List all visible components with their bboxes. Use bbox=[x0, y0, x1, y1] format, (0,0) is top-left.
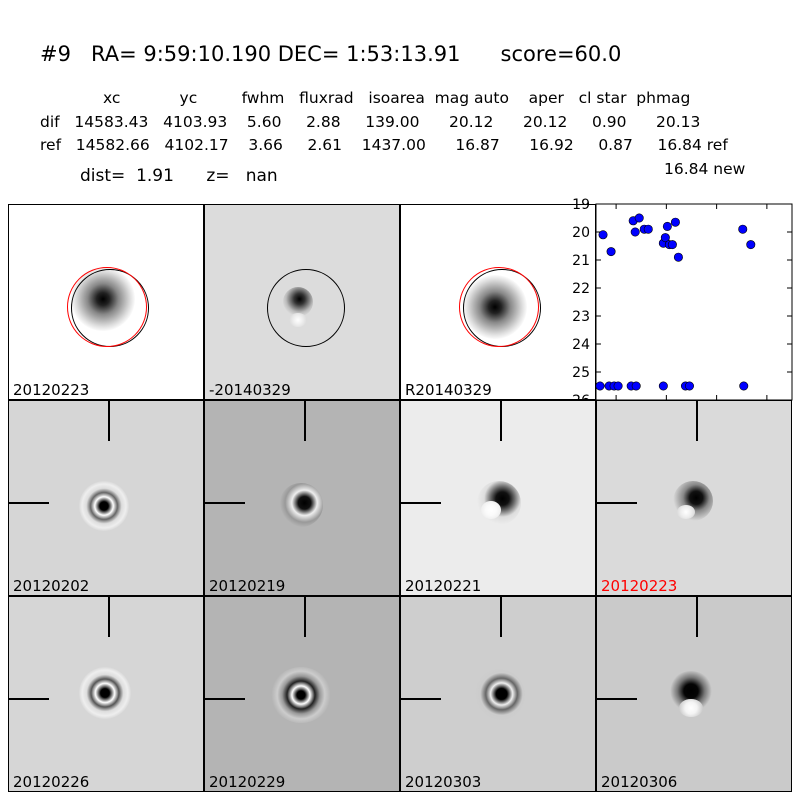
dif-row: dif 14583.43 4103.93 5.60 2.88 139.00 20… bbox=[40, 113, 701, 131]
panel-label: 20120219 bbox=[209, 577, 286, 595]
data-point bbox=[630, 227, 640, 237]
crosshair-horizontal bbox=[401, 698, 441, 700]
y-tick-label: 25 bbox=[572, 365, 590, 381]
panel-mid-1[interactable]: 20120202 bbox=[8, 400, 204, 596]
crosshair-vertical bbox=[500, 401, 502, 441]
residual-blob bbox=[677, 505, 695, 519]
ring-blob bbox=[79, 481, 129, 531]
ring-blob bbox=[271, 667, 331, 723]
data-point bbox=[738, 224, 748, 234]
panel-top-3[interactable]: R20140329 bbox=[400, 204, 596, 400]
dif-circle bbox=[67, 267, 147, 347]
panel-label: 20120226 bbox=[13, 773, 90, 791]
data-point bbox=[667, 240, 677, 250]
data-point bbox=[634, 213, 644, 223]
crosshair-vertical bbox=[108, 401, 110, 441]
y-tick-label: 24 bbox=[572, 337, 590, 353]
crosshair-vertical bbox=[696, 401, 698, 441]
data-point bbox=[631, 381, 641, 391]
data-point bbox=[746, 240, 756, 250]
data-point bbox=[595, 381, 605, 391]
y-tick-label: 19 bbox=[572, 197, 590, 213]
crosshair-horizontal bbox=[401, 502, 441, 504]
panel-bot-3[interactable]: 20120303 bbox=[400, 596, 596, 792]
data-point bbox=[662, 221, 672, 231]
crosshair-horizontal bbox=[597, 698, 637, 700]
ring-blob bbox=[473, 669, 525, 721]
panel-mid-3[interactable]: 20120221 bbox=[400, 400, 596, 596]
plot-frame bbox=[595, 203, 793, 401]
data-point bbox=[598, 230, 608, 240]
panel-top-1[interactable]: 20120223 bbox=[8, 204, 204, 400]
crosshair-horizontal bbox=[205, 698, 245, 700]
panel-mid-4[interactable]: 20120223 bbox=[596, 400, 792, 596]
panel-label: 20120223 bbox=[13, 381, 90, 399]
y-tick-label: 22 bbox=[572, 281, 590, 297]
data-point bbox=[643, 224, 653, 234]
ref-row: ref 14582.66 4102.17 3.66 2.61 1437.00 1… bbox=[40, 136, 728, 154]
crosshair-vertical bbox=[500, 597, 502, 637]
panel-label: -20140329 bbox=[209, 381, 291, 399]
panel-top-2[interactable]: -20140329 bbox=[204, 204, 400, 400]
data-point bbox=[670, 217, 680, 227]
panel-label: 20120221 bbox=[405, 577, 482, 595]
panel-label: 20120303 bbox=[405, 773, 482, 791]
panel-mid-2[interactable]: 20120219 bbox=[204, 400, 400, 596]
panel-bot-4[interactable]: 20120306 bbox=[596, 596, 792, 792]
panel-label: 20120202 bbox=[13, 577, 90, 595]
panel-bot-2[interactable]: 20120229 bbox=[204, 596, 400, 792]
data-point bbox=[660, 233, 670, 243]
crosshair-horizontal bbox=[597, 502, 637, 504]
dif-circle bbox=[459, 267, 539, 347]
column-headers: xc yc fwhm fluxrad isoarea mag auto aper… bbox=[103, 89, 691, 107]
residual-blob bbox=[481, 501, 501, 519]
crosshair-vertical bbox=[304, 401, 306, 441]
panel-bot-1[interactable]: 20120226 bbox=[8, 596, 204, 792]
y-tick-label: 20 bbox=[572, 225, 590, 241]
data-point bbox=[658, 381, 668, 391]
panel-label-highlighted: 20120223 bbox=[601, 577, 678, 595]
crosshair-vertical bbox=[304, 597, 306, 637]
data-point bbox=[684, 381, 694, 391]
magnitude-scatter-plot: 1920212223242526-50050100 bbox=[572, 197, 793, 423]
candidate-title: #9 RA= 9:59:10.190 DEC= 1:53:13.91 score… bbox=[40, 42, 622, 66]
data-point bbox=[606, 247, 616, 257]
crosshair-horizontal bbox=[9, 698, 49, 700]
ref-circle bbox=[267, 269, 345, 347]
crosshair-horizontal bbox=[205, 502, 245, 504]
y-tick-label: 23 bbox=[572, 309, 590, 325]
new-row: 16.84 new bbox=[664, 160, 746, 178]
panel-label: 20120306 bbox=[601, 773, 678, 791]
crosshair-vertical bbox=[108, 597, 110, 637]
panel-label: 20120229 bbox=[209, 773, 286, 791]
crosshair-horizontal bbox=[9, 502, 49, 504]
data-point bbox=[673, 252, 683, 262]
data-point bbox=[739, 381, 749, 391]
ring-blob bbox=[79, 667, 131, 719]
y-tick-label: 21 bbox=[572, 253, 590, 269]
source-blob bbox=[279, 483, 323, 527]
residual-blob bbox=[679, 699, 703, 717]
crosshair-vertical bbox=[696, 597, 698, 637]
dist-line: dist= 1.91 z= nan bbox=[80, 166, 278, 186]
data-point bbox=[613, 381, 623, 391]
panel-label: R20140329 bbox=[405, 381, 492, 399]
